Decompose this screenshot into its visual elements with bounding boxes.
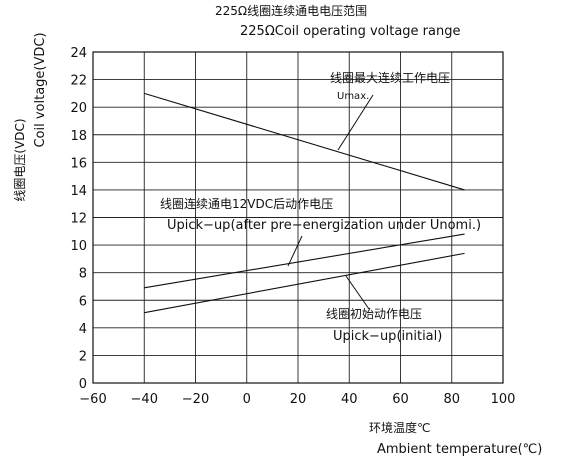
annotation-umax: 线圈最大连续工作电压 Umax.: [330, 70, 450, 151]
x-axis-label-cn: 环境温度℃: [369, 420, 430, 435]
y-tick-label: 22: [70, 74, 87, 89]
x-tick-label: 60: [392, 392, 409, 407]
annotation-pickup-initial: 线圈初始动作电压 Upick−up(initial): [326, 275, 442, 344]
y-tick-label: 2: [79, 349, 87, 364]
annotation-umax-en: Umax.: [337, 91, 369, 102]
annotation-pickup-pre-leader: [287, 235, 303, 267]
x-tick-labels: −60 −40 −20 0 20 40 60 80 100: [79, 392, 515, 407]
y-tick-label: 24: [70, 46, 87, 61]
y-tick-label: 0: [79, 377, 87, 392]
plot-frame: [92, 51, 504, 384]
x-tick-label: 20: [290, 392, 307, 407]
x-tick-label: 40: [341, 392, 358, 407]
series-lines: [144, 92, 465, 314]
y-axis-label-cn: 线圈电压(VDC): [13, 118, 27, 201]
chart-subtitle: 225ΩCoil operating voltage range: [240, 24, 461, 39]
x-tick-label: −60: [79, 392, 106, 407]
y-tick-label: 6: [79, 294, 87, 309]
annotation-pickup-pre: 线圈连续通电12VDC后动作电压 Upick−up(after pre−ener…: [160, 196, 481, 267]
series-line-2: [144, 233, 465, 289]
y-tick-label: 12: [70, 212, 87, 227]
x-tick-label: 100: [491, 392, 516, 407]
annotation-pickup-initial-en: Upick−up(initial): [333, 329, 442, 344]
x-tick-label: 0: [243, 392, 251, 407]
x-tick-label: 80: [443, 392, 460, 407]
y-tick-label: 14: [70, 184, 87, 199]
y-tick-label: 18: [70, 129, 87, 144]
annotation-umax-leader: [337, 94, 374, 151]
y-tick-label: 10: [70, 239, 87, 254]
x-tick-label: −40: [131, 392, 158, 407]
annotation-pickup-pre-en: Upick−up(after pre−energization under Un…: [167, 218, 481, 233]
chart-title: 225Ω线圈连续通电电压范围: [215, 3, 367, 18]
x-axis-label: Ambient temperature(℃): [377, 442, 542, 457]
y-tick-label: 20: [70, 101, 87, 116]
series-line-3: [144, 252, 465, 314]
x-tick-label: −20: [182, 392, 209, 407]
y-tick-label: 16: [70, 156, 87, 171]
series-line-1: [144, 92, 465, 191]
y-tick-label: 4: [79, 322, 87, 337]
y-tick-label: 8: [79, 267, 87, 282]
annotation-pickup-initial-cn: 线圈初始动作电压: [326, 307, 422, 321]
annotation-pickup-pre-cn: 线圈连续通电12VDC后动作电压: [160, 196, 333, 211]
annotation-pickup-initial-leader: [345, 275, 370, 310]
annotation-umax-cn: 线圈最大连续工作电压: [330, 70, 450, 85]
y-axis-label: Coil voltage(VDC): [33, 32, 48, 147]
